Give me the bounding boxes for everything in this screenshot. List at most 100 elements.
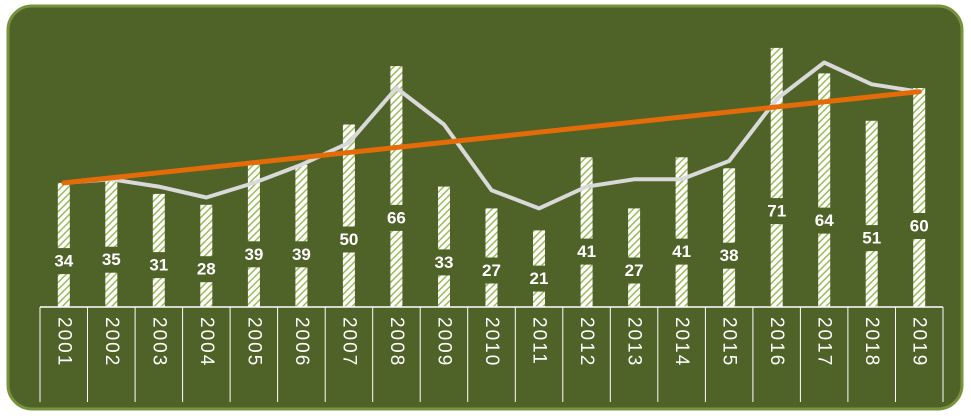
x-tick-label-2018: 2018 bbox=[861, 317, 882, 367]
x-tick-label-2019: 2019 bbox=[909, 317, 930, 367]
x-tick-label-2016: 2016 bbox=[766, 317, 787, 367]
x-tick-label-2006: 2006 bbox=[291, 317, 312, 367]
data-label-2002: 35 bbox=[92, 246, 131, 273]
x-tick-label-2012: 2012 bbox=[576, 317, 597, 367]
x-tick-label-2003: 2003 bbox=[148, 317, 169, 367]
bar-2007 bbox=[342, 124, 355, 307]
bar-2004 bbox=[200, 204, 213, 307]
x-tick-label-2009: 2009 bbox=[434, 317, 455, 367]
data-label-2012: 41 bbox=[567, 238, 606, 265]
x-tick-label-2010: 2010 bbox=[481, 317, 502, 367]
data-label-text: 71 bbox=[767, 202, 786, 221]
x-tick-label-2013: 2013 bbox=[624, 317, 645, 367]
data-label-2003: 31 bbox=[139, 252, 178, 279]
data-label-box bbox=[662, 238, 701, 265]
data-label-2010: 27 bbox=[472, 257, 511, 284]
data-label-text: 27 bbox=[625, 261, 644, 280]
data-label-box bbox=[92, 246, 131, 273]
data-label-box bbox=[710, 242, 749, 269]
bar-2017 bbox=[818, 73, 831, 308]
data-label-text: 39 bbox=[244, 245, 263, 264]
trend-line bbox=[61, 89, 922, 186]
bar-2019 bbox=[913, 88, 926, 307]
data-label-text: 50 bbox=[339, 230, 358, 249]
data-label-text: 21 bbox=[530, 269, 549, 288]
chart-frame bbox=[6, 4, 964, 411]
data-label-text: 35 bbox=[102, 250, 121, 269]
bar-2015 bbox=[723, 168, 736, 307]
data-label-2009: 33 bbox=[425, 249, 463, 276]
data-label-2008: 66 bbox=[377, 204, 416, 231]
data-label-box bbox=[377, 204, 416, 231]
data-label-2005: 39 bbox=[234, 241, 273, 268]
x-tick-label-2007: 2007 bbox=[338, 317, 359, 367]
data-label-2013: 27 bbox=[615, 257, 654, 284]
x-tick-label-2005: 2005 bbox=[243, 317, 264, 367]
data-label-box bbox=[520, 265, 558, 292]
data-label-text: 41 bbox=[672, 242, 691, 261]
data-label-box bbox=[329, 226, 368, 253]
data-label-box bbox=[567, 238, 606, 265]
bar-2016 bbox=[770, 47, 783, 308]
data-label-2004: 28 bbox=[187, 256, 226, 283]
data-label-box bbox=[900, 213, 939, 239]
x-tick-label-2015: 2015 bbox=[719, 317, 740, 367]
x-tick-label-2011: 2011 bbox=[529, 317, 550, 366]
x-tick-label-2001: 2001 bbox=[53, 317, 74, 367]
data-label-text: 66 bbox=[387, 208, 406, 227]
data-label-box bbox=[234, 241, 273, 268]
data-label-text: 41 bbox=[577, 242, 596, 261]
data-label-text: 27 bbox=[482, 261, 501, 280]
bar-2014 bbox=[675, 157, 688, 307]
data-label-box bbox=[852, 225, 891, 252]
data-label-box bbox=[805, 207, 844, 234]
line-layer bbox=[61, 60, 922, 211]
data-label-2015: 38 bbox=[710, 242, 749, 269]
data-label-2001: 34 bbox=[44, 248, 83, 275]
bar-2012 bbox=[580, 157, 593, 307]
data-label-2014: 41 bbox=[662, 238, 701, 265]
bar-2003 bbox=[152, 193, 165, 307]
data-label-text: 34 bbox=[54, 252, 73, 271]
line-series bbox=[61, 60, 922, 211]
data-label-box bbox=[472, 257, 511, 284]
data-label-2011: 21 bbox=[520, 265, 558, 292]
data-label-2017: 64 bbox=[805, 207, 844, 234]
data-label-2006: 39 bbox=[282, 241, 321, 268]
bar-2018 bbox=[865, 120, 878, 307]
x-tick-label-2014: 2014 bbox=[671, 317, 692, 367]
x-axis: 2001 2002 2003 2004 2005 2006 2007 2008 2009 2010… bbox=[39, 306, 944, 402]
x-tick-label-2008: 2008 bbox=[386, 317, 407, 367]
data-labels-layer: 34 35 31 28 39 39 50 66 33 27 21 41 27 41 38 71 64 51 60 bbox=[44, 198, 939, 292]
x-tick-label-2017: 2017 bbox=[814, 317, 835, 367]
bar-2002 bbox=[105, 179, 118, 308]
data-label-text: 51 bbox=[862, 229, 881, 248]
bar-2009 bbox=[438, 186, 450, 307]
data-label-text: 31 bbox=[149, 256, 168, 275]
data-label-text: 33 bbox=[435, 253, 454, 272]
data-label-box bbox=[139, 252, 178, 279]
data-label-box bbox=[425, 249, 463, 276]
x-tick-label-2004: 2004 bbox=[196, 317, 217, 367]
data-label-2018: 51 bbox=[852, 225, 891, 252]
data-label-text: 64 bbox=[815, 211, 834, 230]
bar-2008 bbox=[390, 66, 403, 307]
data-label-box bbox=[757, 198, 796, 225]
bar-2006 bbox=[295, 164, 308, 307]
data-label-2016: 71 bbox=[757, 198, 796, 225]
data-label-box bbox=[187, 256, 226, 283]
data-label-box bbox=[282, 241, 321, 268]
data-label-text: 28 bbox=[197, 260, 216, 279]
data-label-box bbox=[615, 257, 654, 284]
data-label-2019: 60 bbox=[900, 213, 939, 239]
data-label-2007: 50 bbox=[329, 226, 368, 253]
bar-2005 bbox=[247, 164, 260, 307]
data-label-text: 39 bbox=[292, 245, 311, 264]
x-tick-label-2002: 2002 bbox=[101, 317, 122, 367]
data-label-text: 60 bbox=[910, 217, 929, 236]
bar-2001 bbox=[57, 182, 70, 307]
data-label-text: 38 bbox=[720, 246, 739, 265]
data-label-box bbox=[44, 248, 83, 275]
